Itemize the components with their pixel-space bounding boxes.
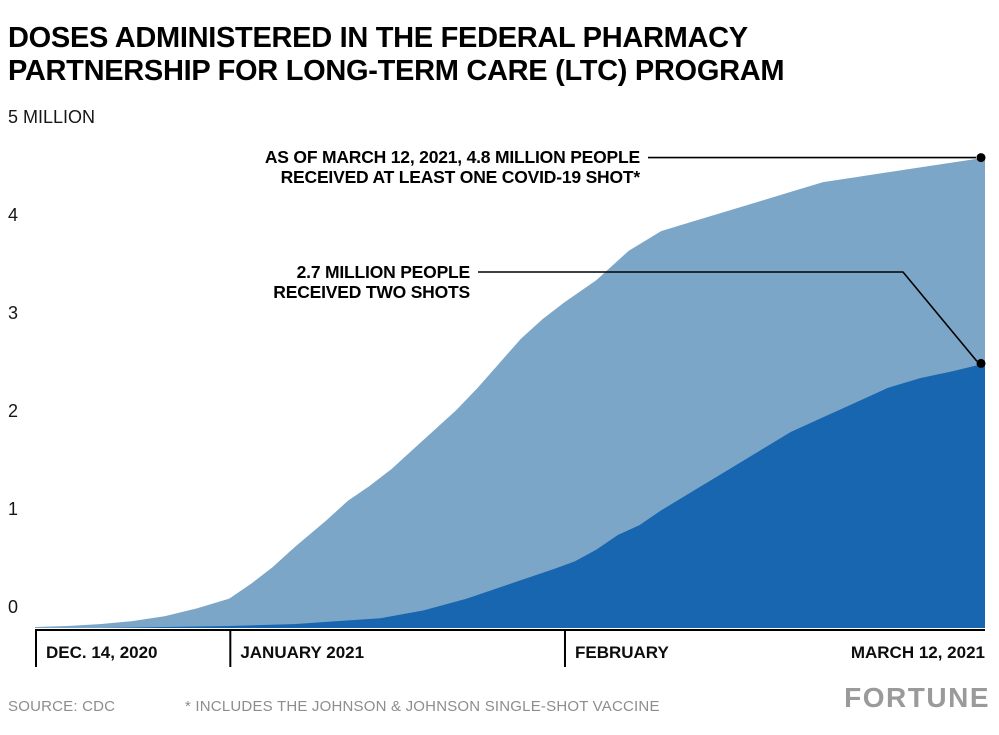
y-tick-label: 4: [8, 205, 18, 225]
y-axis-top-label: 5 MILLION: [8, 107, 95, 127]
annotation-one-shot-line-1: AS OF MARCH 12, 2021, 4.8 MILLION PEOPLE: [264, 147, 640, 167]
source-label: SOURCE: CDC: [8, 698, 116, 715]
y-tick-label: 1: [8, 499, 18, 519]
series-area-two-shots: [35, 363, 985, 628]
chart-title-line-1: DOSES ADMINISTERED IN THE FEDERAL PHARMA…: [8, 22, 748, 54]
x-tick-label: JANUARY 2021: [240, 643, 364, 662]
annotation-connector-two-shots: [478, 271, 978, 362]
y-tick-label: 2: [8, 401, 18, 421]
chart-footer: SOURCE: CDC * INCLUDES THE JOHNSON & JOH…: [0, 682, 999, 728]
annotation-two-shots-line-2: RECEIVED TWO SHOTS: [273, 282, 470, 302]
x-tick-label: MARCH 12, 2021: [851, 643, 985, 662]
footnote-label: * INCLUDES THE JOHNSON & JOHNSON SINGLE-…: [185, 698, 660, 715]
end-dot-two-shots: [976, 358, 986, 368]
y-tick-label: 0: [8, 597, 18, 617]
annotation-one-shot-line-2: RECEIVED AT LEAST ONE COVID-19 SHOT*: [280, 167, 641, 187]
x-tick-label: DEC. 14, 2020: [46, 643, 158, 662]
end-dot-one-shot: [976, 153, 986, 163]
fortune-logo: FORTUNE: [844, 682, 990, 713]
chart-title: DOSES ADMINISTERED IN THE FEDERAL PHARMA…: [8, 22, 785, 88]
chart-title-line-2: PARTNERSHIP FOR LONG-TERM CARE (LTC) PRO…: [8, 55, 785, 87]
y-tick-label: 3: [8, 303, 18, 323]
x-tick-label: FEBRUARY: [575, 643, 669, 662]
annotation-two-shots: 2.7 MILLION PEOPLE RECEIVED TWO SHOTS: [210, 262, 470, 302]
annotation-one-shot: AS OF MARCH 12, 2021, 4.8 MILLION PEOPLE…: [200, 147, 640, 187]
annotation-two-shots-line-1: 2.7 MILLION PEOPLE: [296, 262, 471, 282]
